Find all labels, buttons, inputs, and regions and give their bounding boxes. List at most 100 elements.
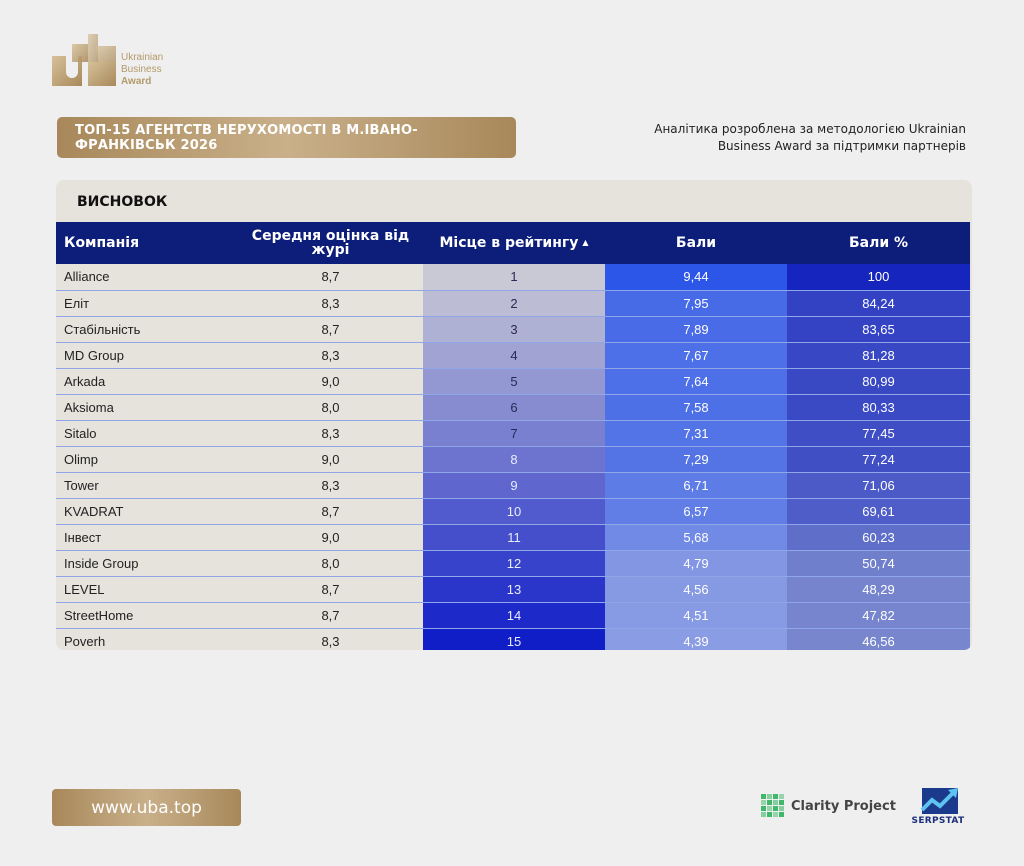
company-cell: Стабільність <box>56 316 238 343</box>
percent-cell: 60,23 <box>787 524 970 551</box>
table-row: Arkada 9,0 5 7,64 80,99 <box>56 368 970 395</box>
score-cell: 8,3 <box>238 472 423 499</box>
table-row: Стабільність 8,7 3 7,89 83,65 <box>56 316 970 343</box>
rank-cell: 11 <box>423 524 605 551</box>
points-cell: 6,71 <box>605 472 787 499</box>
points-cell: 4,56 <box>605 576 787 603</box>
percent-cell: 80,33 <box>787 394 970 421</box>
company-cell: Arkada <box>56 368 238 395</box>
company-cell: KVADRAT <box>56 498 238 525</box>
points-cell: 4,51 <box>605 602 787 629</box>
company-cell: Inside Group <box>56 550 238 577</box>
methodology-note: Аналітика розроблена за методологією Ukr… <box>654 122 966 153</box>
company-cell: Olimp <box>56 446 238 473</box>
serpstat-label: SERPSTAT <box>911 816 965 826</box>
table-row: Еліт 8,3 2 7,95 84,24 <box>56 290 970 317</box>
score-cell: 8,0 <box>238 394 423 421</box>
column-header-points[interactable]: Бали <box>605 222 787 264</box>
rank-cell: 15 <box>423 628 605 650</box>
company-cell: Alliance <box>56 264 238 291</box>
percent-cell: 50,74 <box>787 550 970 577</box>
table-row: Tower 8,3 9 6,71 71,06 <box>56 472 970 499</box>
column-header-company[interactable]: Компанія <box>56 222 238 264</box>
percent-cell: 83,65 <box>787 316 970 343</box>
company-cell: Tower <box>56 472 238 499</box>
logo-wordmark: Ukrainian Business Award <box>121 52 164 87</box>
column-header-score[interactable]: Середня оцінка від журі <box>238 222 423 264</box>
table-row: Inside Group 8,0 12 4,79 50,74 <box>56 550 970 577</box>
percent-cell: 80,99 <box>787 368 970 395</box>
points-cell: 5,68 <box>605 524 787 551</box>
points-cell: 4,39 <box>605 628 787 650</box>
points-cell: 6,57 <box>605 498 787 525</box>
percent-cell: 48,29 <box>787 576 970 603</box>
score-cell: 8,7 <box>238 264 423 291</box>
report-title: ТОП-15 АГЕНТСТВ НЕРУХОМОСТІ В М.ІВАНО-ФР… <box>57 117 516 158</box>
table-row: Alliance 8,7 1 9,44 100 <box>56 264 970 291</box>
company-cell: Aksioma <box>56 394 238 421</box>
table-row: Sitalo 8,3 7 7,31 77,45 <box>56 420 970 447</box>
company-cell: Інвест <box>56 524 238 551</box>
score-cell: 9,0 <box>238 368 423 395</box>
column-header-percent[interactable]: Бали % <box>787 222 970 264</box>
percent-cell: 47,82 <box>787 602 970 629</box>
company-cell: Poverh <box>56 628 238 650</box>
points-cell: 7,95 <box>605 290 787 317</box>
percent-cell: 77,45 <box>787 420 970 447</box>
clarity-project-label: Clarity Project <box>791 798 896 814</box>
company-cell: MD Group <box>56 342 238 369</box>
points-cell: 7,31 <box>605 420 787 447</box>
company-cell: Sitalo <box>56 420 238 447</box>
company-cell: LEVEL <box>56 576 238 603</box>
rank-cell: 12 <box>423 550 605 577</box>
company-cell: Еліт <box>56 290 238 317</box>
column-header-rank-label: Місце в рейтингу <box>439 235 579 251</box>
rank-cell: 13 <box>423 576 605 603</box>
rank-cell: 14 <box>423 602 605 629</box>
rank-cell: 1 <box>423 264 605 291</box>
table-row: Olimp 9,0 8 7,29 77,24 <box>56 446 970 473</box>
percent-cell: 46,56 <box>787 628 970 650</box>
column-header-rank[interactable]: Місце в рейтингу ▲ <box>423 222 605 264</box>
points-cell: 7,58 <box>605 394 787 421</box>
points-cell: 7,64 <box>605 368 787 395</box>
table-row: MD Group 8,3 4 7,67 81,28 <box>56 342 970 369</box>
table-row: StreetHome 8,7 14 4,51 47,82 <box>56 602 970 629</box>
score-cell: 8,7 <box>238 498 423 525</box>
serpstat-icon <box>920 788 958 814</box>
ranking-table: Компанія Середня оцінка від журі Місце в… <box>56 222 970 650</box>
rank-cell: 5 <box>423 368 605 395</box>
serpstat-logo: SERPSTAT <box>908 786 968 830</box>
section-title: ВИСНОВОК <box>77 194 168 210</box>
rank-cell: 6 <box>423 394 605 421</box>
percent-cell: 69,61 <box>787 498 970 525</box>
percent-cell: 100 <box>787 264 970 291</box>
company-cell: StreetHome <box>56 602 238 629</box>
rank-cell: 4 <box>423 342 605 369</box>
website-link[interactable]: www.uba.top <box>52 789 241 826</box>
score-cell: 8,3 <box>238 628 423 650</box>
table-row: LEVEL 8,7 13 4,56 48,29 <box>56 576 970 603</box>
sort-asc-icon: ▲ <box>582 238 589 247</box>
rank-cell: 9 <box>423 472 605 499</box>
table-header-row: Компанія Середня оцінка від журі Місце в… <box>56 222 970 264</box>
score-cell: 8,0 <box>238 550 423 577</box>
rank-cell: 10 <box>423 498 605 525</box>
percent-cell: 81,28 <box>787 342 970 369</box>
score-cell: 8,3 <box>238 290 423 317</box>
rank-cell: 8 <box>423 446 605 473</box>
score-cell: 9,0 <box>238 524 423 551</box>
points-cell: 7,89 <box>605 316 787 343</box>
percent-cell: 77,24 <box>787 446 970 473</box>
score-cell: 8,3 <box>238 342 423 369</box>
table-row: KVADRAT 8,7 10 6,57 69,61 <box>56 498 970 525</box>
score-cell: 9,0 <box>238 446 423 473</box>
rank-cell: 2 <box>423 290 605 317</box>
uba-logo-icon <box>52 34 116 86</box>
points-cell: 7,29 <box>605 446 787 473</box>
points-cell: 4,79 <box>605 550 787 577</box>
score-cell: 8,7 <box>238 316 423 343</box>
table-row: Aksioma 8,0 6 7,58 80,33 <box>56 394 970 421</box>
percent-cell: 84,24 <box>787 290 970 317</box>
points-cell: 9,44 <box>605 264 787 291</box>
